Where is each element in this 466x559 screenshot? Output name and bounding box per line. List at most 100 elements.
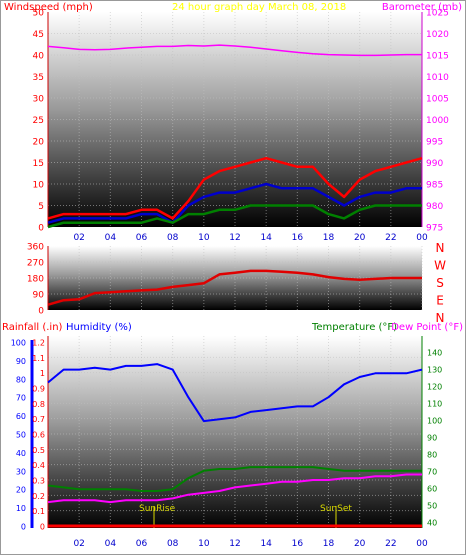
grid-bottom: [48, 336, 423, 528]
windspeed-axis-label: Windspeed (mph): [4, 2, 93, 13]
compass-label: N: [436, 311, 445, 325]
temperature-tick: 140: [427, 349, 442, 358]
windspeed-tick: 5: [38, 202, 44, 212]
humidity-axis-label: Humidity (%): [66, 322, 132, 333]
x-tick-top: 00: [416, 233, 428, 243]
x-tick-top: 10: [198, 233, 210, 243]
temperature-series: [47, 466, 422, 492]
x-tick-top: 02: [73, 233, 84, 243]
x-tick-bottom: 06: [136, 539, 148, 549]
temperature-ticks: 140 130 120 110 100 90 80 70 60 50 40: [427, 349, 442, 528]
wind-direction-series: [47, 269, 422, 306]
x-tick-top: 18: [323, 233, 335, 243]
rainfall-tick: 0: [40, 523, 45, 532]
barometer-tick: 990: [426, 159, 443, 169]
windspeed-tick: 30: [33, 95, 45, 105]
humidity-tick: 90: [16, 357, 26, 366]
series-bottom: [47, 363, 423, 528]
humidity-series: [47, 363, 423, 423]
humidity-tick: 30: [16, 467, 26, 476]
temperature-tick: 110: [427, 400, 442, 409]
sunrise-label: SunRise: [139, 504, 176, 514]
barometer-tick: 1015: [426, 52, 449, 62]
windspeed-tick: 20: [33, 138, 45, 148]
temperature-tick: 120: [427, 383, 442, 392]
dew-point-series: [47, 473, 422, 504]
compass-label: N: [436, 241, 445, 255]
windspeed-tick: 45: [33, 30, 44, 40]
rainfall-tick: 0.5: [32, 446, 45, 455]
temperature-axis-label: Temperature (°F): [311, 322, 397, 333]
chart-title: 24 hour graph day March 08, 2018: [172, 2, 346, 13]
rainfall-tick: 0.3: [32, 477, 45, 486]
direction-tick: 360: [27, 243, 44, 253]
rainfall-ticks: 1.2 1.1 1 0.9 0.8 0.7 0.6 0.5 0.4 0.3 0.2 0.1 0: [32, 339, 45, 532]
humidity-tick: 0: [21, 523, 26, 532]
x-tick-bottom: 14: [260, 539, 272, 549]
humidity-tick: 50: [16, 431, 26, 440]
windspeed-series: [47, 156, 423, 220]
windspeed-tick: 50: [33, 9, 45, 19]
rainfall-tick: 0.6: [32, 431, 45, 440]
rainfall-tick: 0.1: [32, 507, 45, 516]
x-tick-top: 22: [385, 233, 396, 243]
barometer-axis-label: Barometer (mb): [382, 2, 462, 13]
x-tick-bottom: 22: [385, 539, 396, 549]
sunset-label: SunSet: [320, 504, 352, 514]
direction-ticks: 360 270 180 90 0: [27, 243, 44, 317]
windspeed-minimum-series: [47, 204, 422, 229]
rainfall-tick: 1.1: [32, 354, 45, 363]
direction-tick: 0: [38, 307, 44, 317]
grid-middle: [48, 246, 423, 310]
x-tick-bottom: 02: [73, 539, 84, 549]
humidity-tick: 60: [16, 412, 26, 421]
direction-tick: 270: [27, 259, 44, 269]
x-tick-bottom: 08: [167, 539, 179, 549]
x-tick-top: 06: [136, 233, 148, 243]
barometer-tick: 985: [426, 181, 443, 191]
series-middle: [47, 269, 422, 306]
x-tick-bottom: 12: [229, 539, 240, 549]
series-top: [47, 44, 423, 229]
barometer-tick: 980: [426, 202, 443, 212]
rainfall-tick: 0.4: [32, 461, 45, 470]
x-ticks-bottom: 02 04 06 08 10 12 14 16 18 20 22 00: [73, 539, 428, 549]
x-ticks-top: 02 04 06 08 10 12 14 16 18 20 22 00: [73, 233, 428, 243]
barometer-tick: 1000: [426, 116, 449, 126]
rainfall-axis-label: Rainfall (.in): [2, 322, 63, 333]
temperature-tick: 100: [427, 417, 442, 426]
barometer-tick: 1025: [426, 9, 449, 19]
humidity-tick: 40: [16, 449, 26, 458]
rainfall-tick: 0.2: [32, 492, 45, 501]
barometer-tick: 995: [426, 138, 443, 148]
x-tick-bottom: 00: [416, 539, 428, 549]
windspeed-tick: 25: [33, 116, 44, 126]
rainfall-tick: 0.8: [32, 400, 45, 409]
temperature-tick: 90: [427, 434, 437, 443]
dew-point-axis-label: Dew Point (°F): [391, 322, 463, 333]
temperature-tick: 60: [427, 485, 437, 494]
barometer-tick: 1010: [426, 73, 449, 83]
x-tick-bottom: 04: [105, 539, 117, 549]
x-tick-top: 16: [292, 233, 304, 243]
direction-tick: 90: [33, 291, 45, 301]
compass-label: S: [436, 276, 444, 290]
windspeed-average-series: [47, 182, 422, 224]
grid-top: [48, 12, 423, 227]
temperature-tick: 80: [427, 451, 437, 460]
temperature-tick: 70: [427, 468, 437, 477]
humidity-tick: 80: [16, 375, 26, 384]
windspeed-tick: 35: [33, 73, 44, 83]
humidity-tick: 70: [16, 394, 26, 403]
windspeed-tick: 0: [38, 224, 44, 234]
x-tick-bottom: 10: [198, 539, 210, 549]
x-tick-bottom: 20: [354, 539, 366, 549]
windspeed-tick: 15: [33, 159, 44, 169]
x-tick-bottom: 16: [292, 539, 304, 549]
humidity-tick: 10: [16, 504, 26, 513]
humidity-tick: 20: [16, 486, 26, 495]
